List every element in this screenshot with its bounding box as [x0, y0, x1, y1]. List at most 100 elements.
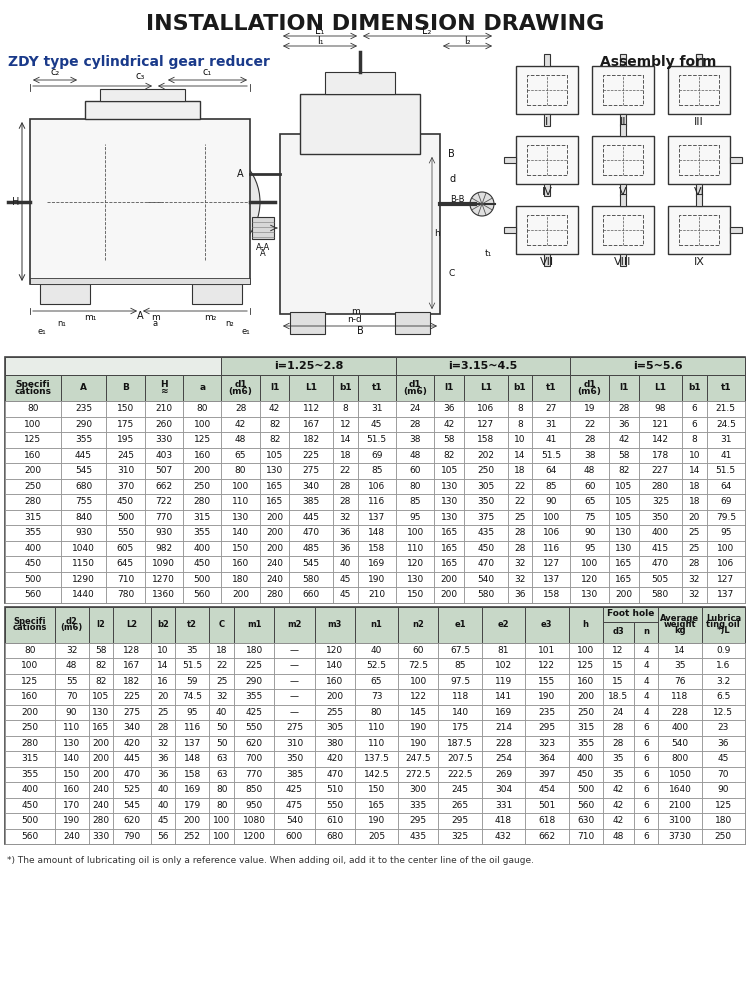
Bar — [464, 587, 508, 602]
Bar — [398, 829, 439, 844]
Bar — [568, 689, 602, 705]
Text: 355: 355 — [245, 693, 262, 702]
Text: 187.5: 187.5 — [447, 739, 473, 748]
Bar — [682, 375, 706, 401]
Bar — [234, 735, 274, 751]
Text: 169: 169 — [184, 785, 201, 794]
Bar — [145, 401, 183, 416]
Text: 58: 58 — [618, 451, 629, 460]
Text: 100: 100 — [21, 661, 38, 670]
Text: 14: 14 — [158, 661, 169, 670]
Text: 12: 12 — [612, 646, 624, 654]
Bar — [634, 735, 658, 751]
Bar — [544, 254, 550, 266]
Bar — [638, 540, 682, 556]
Text: 119: 119 — [495, 677, 512, 686]
Text: Specifi: Specifi — [13, 617, 46, 626]
Bar — [702, 689, 745, 705]
Bar — [571, 375, 609, 401]
Bar — [602, 751, 634, 767]
Text: 525: 525 — [124, 785, 140, 794]
Bar — [221, 375, 260, 401]
Bar — [464, 556, 508, 572]
Bar — [571, 432, 609, 448]
Text: 65: 65 — [584, 497, 596, 506]
Text: 2100: 2100 — [668, 801, 692, 810]
Bar — [176, 813, 209, 829]
Bar — [314, 643, 355, 658]
Bar — [183, 448, 221, 463]
Text: 65: 65 — [235, 451, 246, 460]
Bar — [504, 227, 516, 233]
Bar — [434, 432, 464, 448]
Text: 355: 355 — [75, 435, 92, 444]
Bar — [183, 540, 221, 556]
Bar — [209, 751, 234, 767]
Text: 80: 80 — [24, 646, 35, 654]
Bar — [571, 494, 609, 510]
Text: 304: 304 — [495, 785, 512, 794]
Bar — [516, 206, 578, 254]
Text: 418: 418 — [495, 817, 512, 826]
Bar — [482, 705, 525, 720]
Bar — [602, 782, 634, 797]
Bar — [658, 689, 702, 705]
Bar — [221, 448, 260, 463]
Bar — [55, 705, 88, 720]
Bar — [5, 572, 61, 587]
Bar — [532, 416, 571, 432]
Text: 125: 125 — [21, 677, 38, 686]
Text: c₃: c₃ — [135, 71, 145, 81]
Text: l1: l1 — [619, 384, 628, 393]
Text: n: n — [643, 628, 649, 637]
Bar — [183, 478, 221, 494]
Text: 45: 45 — [158, 817, 169, 826]
Text: 28: 28 — [612, 723, 624, 732]
Bar — [355, 720, 398, 735]
Text: 65: 65 — [370, 677, 382, 686]
Text: 454: 454 — [538, 785, 555, 794]
Text: 18: 18 — [688, 497, 700, 506]
Bar — [176, 720, 209, 735]
Text: 100: 100 — [406, 528, 424, 537]
Text: d2: d2 — [66, 617, 77, 626]
Text: H: H — [12, 197, 20, 207]
Text: IV: IV — [542, 187, 553, 197]
Text: Foot hole: Foot hole — [607, 609, 654, 619]
Text: 95: 95 — [410, 513, 421, 522]
Circle shape — [63, 160, 147, 244]
Bar — [113, 673, 151, 689]
Bar — [88, 720, 113, 735]
Text: 32: 32 — [216, 693, 227, 702]
Bar — [398, 643, 439, 658]
Text: t1: t1 — [371, 384, 382, 393]
Text: n₂: n₂ — [226, 320, 234, 329]
Text: 42: 42 — [235, 420, 246, 429]
Bar — [609, 587, 638, 602]
Text: 95: 95 — [187, 707, 198, 716]
Text: 6: 6 — [643, 785, 649, 794]
Text: 165: 165 — [440, 559, 458, 568]
Text: L1: L1 — [654, 384, 666, 393]
Text: d1: d1 — [234, 380, 247, 389]
Bar — [5, 357, 221, 375]
Bar — [508, 432, 532, 448]
Text: m2: m2 — [287, 620, 302, 629]
Bar — [464, 540, 508, 556]
Bar — [434, 401, 464, 416]
Bar — [5, 540, 61, 556]
Text: 450: 450 — [477, 544, 494, 553]
Bar — [5, 735, 55, 751]
Text: 121: 121 — [652, 420, 669, 429]
Text: 400: 400 — [577, 755, 594, 764]
Bar — [638, 416, 682, 432]
Bar — [638, 432, 682, 448]
Text: B: B — [357, 326, 363, 336]
Text: 470: 470 — [652, 559, 669, 568]
Bar — [151, 643, 176, 658]
Text: 222.5: 222.5 — [448, 769, 473, 778]
Bar — [634, 689, 658, 705]
Bar — [434, 494, 464, 510]
Bar — [106, 510, 145, 525]
Text: 81: 81 — [498, 646, 509, 654]
